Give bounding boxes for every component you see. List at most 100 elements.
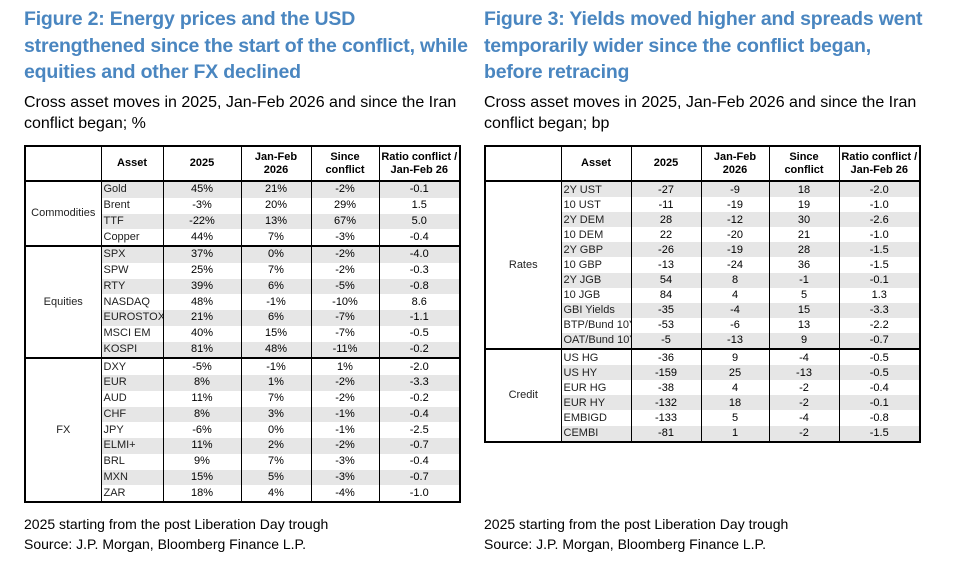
- table-cell: -133: [630, 410, 701, 426]
- table-cell: 37%: [162, 245, 241, 263]
- table-cell: -24: [700, 257, 769, 273]
- asset-name: 2Y UST: [560, 179, 631, 198]
- table-cell: -4%: [310, 485, 379, 502]
- figure-2-subtitle: Cross asset moves in 2025, Jan-Feb 2026 …: [24, 93, 457, 132]
- table-cell: -0.1: [838, 395, 920, 411]
- table-cell: -13: [700, 332, 769, 350]
- table-cell: -19: [700, 242, 769, 258]
- figure-2-source: Source: J.P. Morgan, Bloomberg Finance L…: [24, 536, 306, 552]
- asset-name: DXY: [100, 357, 163, 375]
- table-cell: -5%: [310, 278, 379, 295]
- table-cell: 15: [768, 302, 839, 318]
- table-cell: -0.4: [378, 406, 460, 423]
- table-cell: 8.6: [378, 294, 460, 310]
- column-header: 2025: [162, 146, 241, 182]
- asset-name: EUR HY: [560, 395, 631, 411]
- column-header: Asset: [100, 146, 163, 182]
- table-cell: -2%: [310, 180, 379, 198]
- table-cell: -10%: [310, 294, 379, 310]
- table-cell: -1.0: [378, 485, 460, 502]
- asset-name: Copper: [100, 229, 163, 246]
- table-cell: 48%: [240, 341, 311, 359]
- table-cell: 3%: [240, 406, 311, 423]
- asset-name: SPW: [100, 262, 163, 279]
- table-cell: 7%: [240, 453, 311, 470]
- figure-3-footnote: 2025 starting from the post Liberation D…: [484, 516, 789, 532]
- table-cell: -2%: [310, 438, 379, 454]
- table-cell: 54: [630, 272, 701, 288]
- table-cell: -2.6: [838, 212, 920, 228]
- asset-name: BRL: [100, 453, 163, 470]
- table-row: 10 JGB 84 4 5 1.3: [485, 287, 920, 303]
- table-row: KOSPI 81% 48% -11% -0.2: [25, 341, 460, 359]
- table-cell: 5: [768, 287, 839, 303]
- table-cell: 1%: [240, 375, 311, 391]
- asset-name: EMBIGD: [560, 410, 631, 426]
- table-cell: -2: [768, 425, 839, 442]
- table-cell: -0.7: [378, 438, 460, 454]
- table-row: MXN 15% 5% -3% -0.7: [25, 469, 460, 486]
- table-cell: 84: [630, 287, 701, 303]
- table-cell: -6: [700, 317, 769, 333]
- asset-name: EUROSTOXX: [100, 310, 163, 326]
- table-cell: -22%: [162, 213, 241, 230]
- table-cell: 1: [700, 425, 769, 442]
- figure-3-subtitle: Cross asset moves in 2025, Jan-Feb 2026 …: [484, 93, 917, 132]
- table-cell: 13: [768, 317, 839, 333]
- table-row: Copper 44% 7% -3% -0.4: [25, 229, 460, 246]
- table-cell: 15%: [240, 325, 311, 342]
- table-cell: -1.5: [838, 242, 920, 258]
- asset-name: GBI Yields: [560, 302, 631, 318]
- table-cell: -2.0: [838, 179, 920, 198]
- header-row: Asset 2025 Jan-Feb 2026 Since conflict Ratio…: [484, 146, 920, 182]
- table-cell: 39%: [162, 278, 241, 295]
- table-row: MSCI EM 40% 15% -7% -0.5: [25, 325, 460, 342]
- table-cell: -0.8: [378, 278, 460, 295]
- table-row: OAT/Bund 10Y -5 -13 9 -0.7: [485, 332, 920, 350]
- table-cell: -2%: [310, 262, 379, 279]
- table-row: 10 UST -11 -19 19 -1.0: [485, 197, 920, 213]
- table-row: 10 GBP -13 -24 36 -1.5: [485, 257, 920, 273]
- table-cell: 21%: [162, 310, 241, 326]
- asset-name: JPY: [100, 422, 163, 438]
- table-cell: -3%: [310, 453, 379, 470]
- table-row: ELMI+ 11% 2% -2% -0.7: [25, 438, 460, 454]
- table-row: Credit US HG -36 9 -4 -0.5: [484, 348, 920, 442]
- asset-name: RTY: [100, 278, 163, 295]
- table-row: NASDAQ 48% -1% -10% 8.6: [25, 294, 460, 310]
- asset-name: NASDAQ: [100, 294, 163, 310]
- column-header: 2025: [630, 146, 701, 182]
- table-cell: -0.5: [838, 348, 920, 366]
- table-cell: -5%: [162, 357, 241, 375]
- table-cell: 7%: [240, 229, 311, 246]
- table-cell: 13%: [240, 213, 311, 230]
- table-row: 2Y DEM 28 -12 30 -2.6: [485, 212, 920, 228]
- table-cell: -2.2: [838, 317, 920, 333]
- table-cell: -11: [630, 197, 701, 213]
- table-cell: 8: [700, 272, 769, 288]
- table-cell: -2%: [310, 245, 379, 263]
- table-cell: -20: [700, 227, 769, 243]
- table-cell: -13: [768, 365, 839, 381]
- asset-name: BTP/Bund 10Y: [560, 317, 631, 333]
- table-cell: -0.3: [378, 262, 460, 279]
- table-cell: 6%: [240, 310, 311, 326]
- table-row: Equities SPX 37% 0% -2% -4.0: [24, 244, 460, 359]
- table-cell: -4.0: [378, 245, 460, 263]
- table-cell: 8%: [162, 375, 241, 391]
- table-cell: 9: [768, 332, 839, 350]
- table-cell: -3%: [162, 197, 241, 214]
- table-cell: -81: [630, 425, 701, 442]
- table-row: SPW 25% 7% -2% -0.3: [25, 262, 460, 279]
- figure-3-title: Figure 3: Yields moved higher and spread…: [484, 8, 923, 83]
- table-cell: -5: [630, 332, 701, 350]
- figure-2-table: Asset 2025 Jan-Feb 2026 Since conflict Ratio…: [24, 145, 461, 503]
- table-cell: 5: [700, 410, 769, 426]
- table-cell: 11%: [162, 390, 241, 407]
- table-cell: 44%: [162, 229, 241, 246]
- table-cell: 19: [768, 197, 839, 213]
- asset-name: 10 UST: [560, 197, 631, 213]
- figure-3-table: Asset 2025 Jan-Feb 2026 Since conflict Ratio…: [484, 145, 921, 443]
- table-cell: 21%: [240, 180, 311, 198]
- table-row: JPY -6% 0% -1% -2.5: [25, 422, 460, 438]
